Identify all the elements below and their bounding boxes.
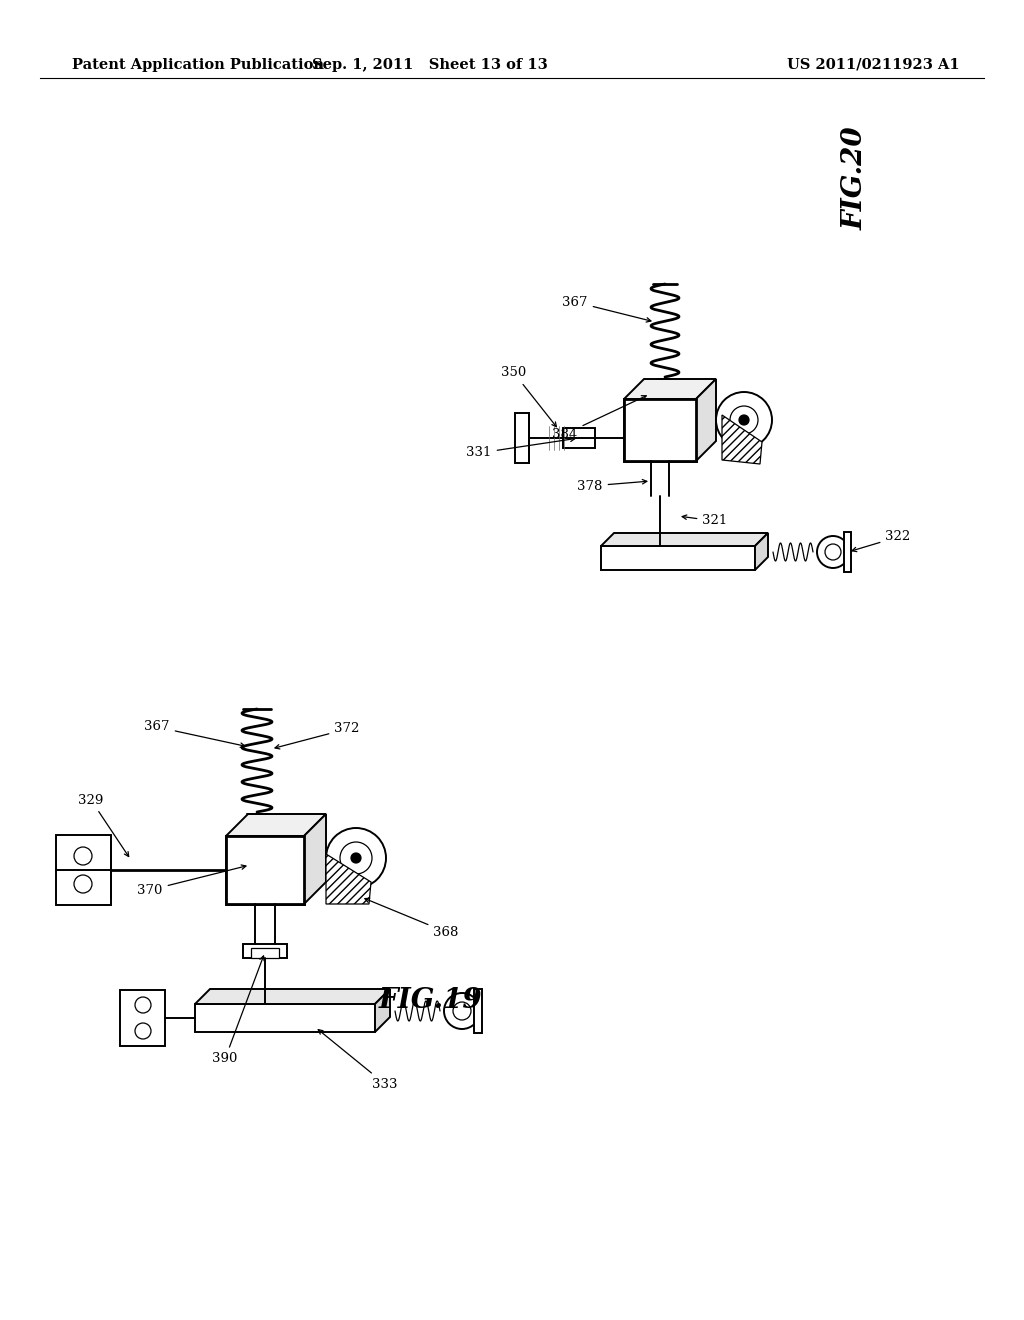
Text: Sep. 1, 2011   Sheet 13 of 13: Sep. 1, 2011 Sheet 13 of 13 [312,58,548,73]
Bar [251,948,279,958]
Circle shape [444,993,480,1030]
Polygon shape [601,546,755,570]
Polygon shape [195,1005,375,1032]
Text: 368: 368 [365,898,459,939]
Polygon shape [696,379,716,461]
Circle shape [135,997,151,1012]
Text: 331: 331 [466,437,574,459]
Bar [474,989,482,1034]
Circle shape [739,414,749,425]
Bar [120,990,165,1045]
Text: FIG.19: FIG.19 [378,986,482,1014]
Text: 367: 367 [562,296,651,322]
Circle shape [351,853,361,863]
Text: 370: 370 [137,865,246,896]
Text: 372: 372 [275,722,359,748]
Bar [624,399,696,461]
Text: 322: 322 [852,531,910,552]
Text: 329: 329 [78,793,129,857]
Text: Patent Application Publication: Patent Application Publication [72,58,324,73]
Text: 350: 350 [502,367,556,426]
Bar [844,532,851,572]
Polygon shape [304,814,326,904]
Polygon shape [375,989,390,1032]
Circle shape [74,847,92,865]
Circle shape [326,828,386,888]
Bar [563,428,595,447]
Polygon shape [755,533,768,570]
Text: FIG.20: FIG.20 [842,127,868,230]
Circle shape [825,544,841,560]
Text: 367: 367 [144,721,245,747]
Text: 321: 321 [682,515,728,528]
Polygon shape [601,533,768,546]
Bar [226,836,304,904]
Circle shape [340,842,372,874]
Polygon shape [195,989,390,1005]
Circle shape [74,875,92,894]
Bar [515,413,529,463]
Text: 378: 378 [578,479,647,492]
Polygon shape [226,814,326,836]
Text: 390: 390 [212,956,264,1065]
Circle shape [135,1023,151,1039]
Text: 333: 333 [318,1030,397,1090]
Circle shape [730,407,758,434]
Circle shape [817,536,849,568]
Bar [243,944,287,958]
Text: US 2011/0211923 A1: US 2011/0211923 A1 [787,58,961,73]
Circle shape [716,392,772,447]
Circle shape [453,1002,471,1020]
Bar [624,399,696,461]
Text: 384: 384 [552,396,646,441]
Bar [56,836,111,906]
Polygon shape [722,414,762,465]
Polygon shape [624,379,716,399]
Bar [226,836,304,904]
Polygon shape [326,854,371,904]
